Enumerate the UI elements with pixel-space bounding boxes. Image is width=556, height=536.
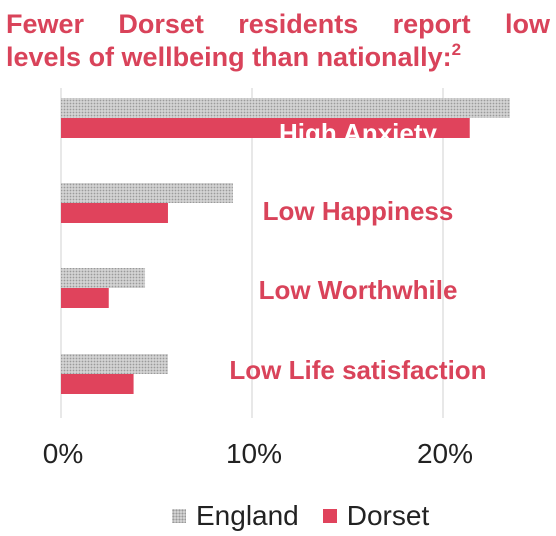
bar-england-0 (61, 98, 510, 118)
legend-label-england: England (196, 500, 299, 531)
x-tick-label-0: 0% (43, 438, 83, 469)
bar-england-3 (61, 354, 168, 374)
legend-item-england: England (172, 500, 299, 532)
x-tick-label-1: 10% (226, 438, 282, 469)
category-labels: High Anxiety Low Happiness Low Worthwhile L… (229, 118, 486, 385)
x-axis-ticks: 0% 10% 20% (43, 438, 473, 469)
chart-title-line1: Fewer Dorset residents report low (6, 9, 550, 39)
category-label-2: Low Worthwhile (259, 275, 458, 305)
x-tick-label-2: 20% (417, 438, 473, 469)
bar-chart: High Anxiety Low Happiness Low Worthwhile L… (43, 88, 510, 469)
category-label-0: High Anxiety (279, 118, 437, 148)
chart-title: Fewer Dorset residents report low levels… (6, 8, 550, 74)
footnote-marker: 2 (451, 40, 462, 59)
bar-dorset-1 (61, 203, 168, 223)
legend-swatch-england (172, 509, 186, 523)
legend-label-dorset: Dorset (346, 500, 430, 531)
legend-swatch-dorset (322, 509, 337, 523)
category-label-1: Low Happiness (263, 196, 454, 226)
chart-title-line2: levels of wellbeing than nationally:2 (6, 41, 550, 74)
bar-dorset-2 (61, 288, 109, 308)
legend: England Dorset (172, 500, 453, 532)
bar-england-1 (61, 183, 233, 203)
bars (61, 98, 510, 394)
bar-england-2 (61, 268, 146, 288)
category-label-3: Low Life satisfaction (229, 355, 486, 385)
bar-dorset-0 (61, 118, 470, 138)
bar-dorset-3 (61, 374, 134, 394)
legend-item-dorset: Dorset (322, 500, 430, 532)
chart-title-line2-text: levels of wellbeing than nationally: (6, 42, 452, 72)
